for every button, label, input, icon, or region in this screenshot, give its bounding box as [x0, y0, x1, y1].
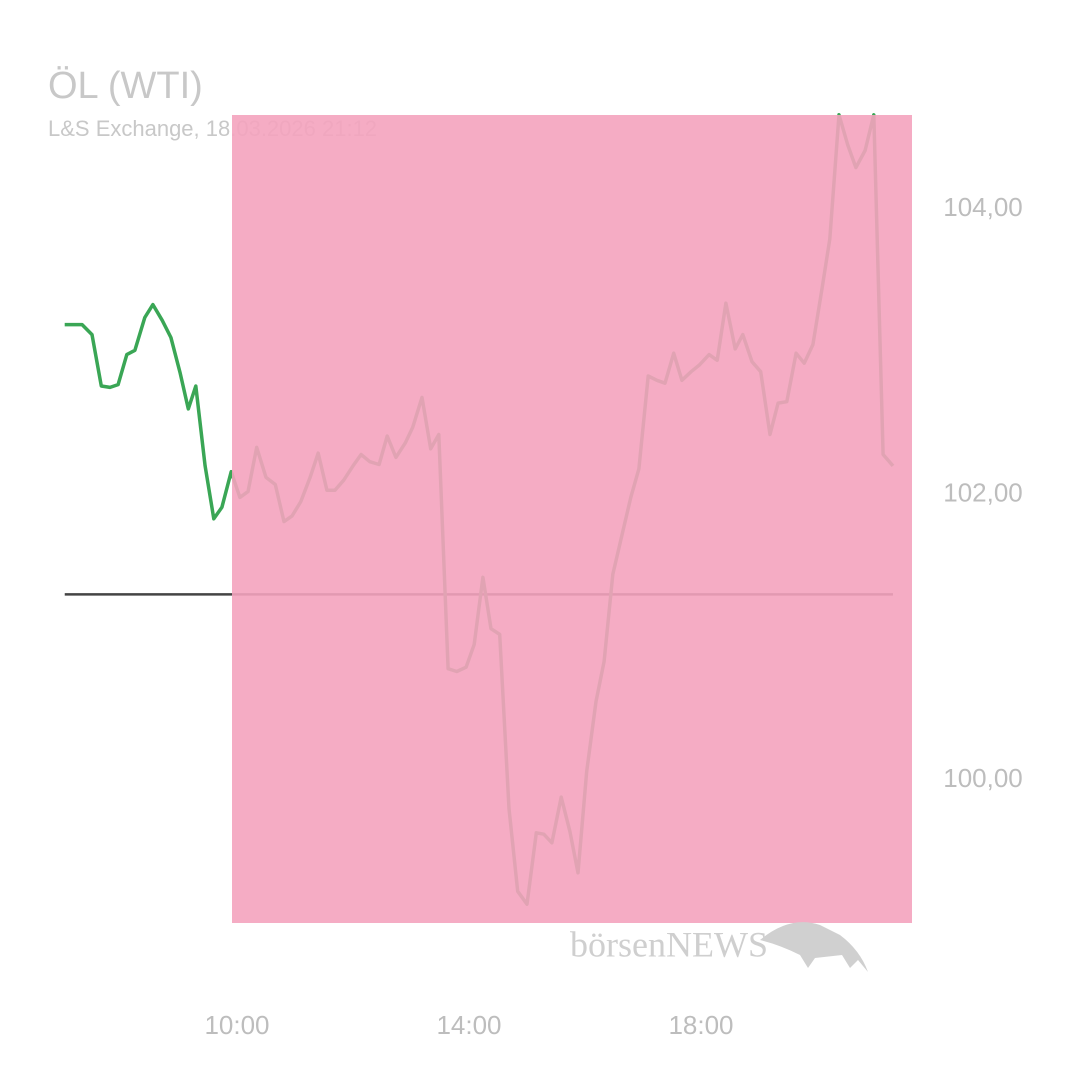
- chart-title: ÖL (WTI): [48, 65, 203, 107]
- y-tick-label: 100,00: [943, 763, 1023, 793]
- x-tick-label: 14:00: [436, 1010, 501, 1040]
- x-tick-label: 18:00: [668, 1010, 733, 1040]
- watermark: börsenNEWS: [570, 924, 768, 964]
- x-tick-label: 10:00: [204, 1010, 269, 1040]
- overlay-highlight: [232, 115, 912, 923]
- watermark-bull: [760, 922, 868, 972]
- y-tick-label: 102,00: [943, 477, 1023, 507]
- y-tick-label: 104,00: [943, 192, 1023, 222]
- axes: 100,00 102,00 104,00 10:00 14:00 18:00: [204, 192, 1022, 1040]
